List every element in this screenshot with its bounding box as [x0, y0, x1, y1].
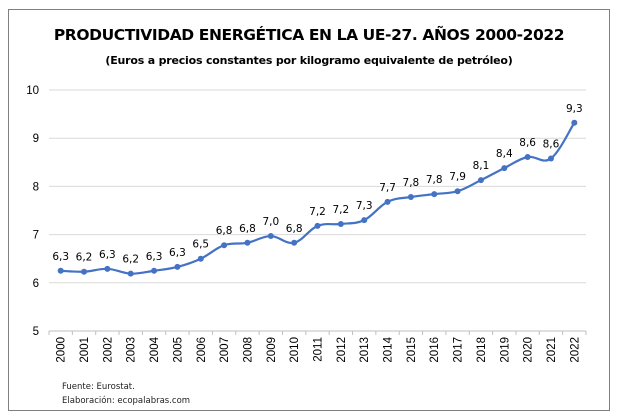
data-point — [174, 263, 181, 270]
data-point — [571, 119, 578, 126]
x-tick-label: 2003 — [126, 337, 138, 363]
data-point — [291, 239, 298, 246]
x-tick-label: 2002 — [102, 337, 114, 363]
y-tick-label: 7 — [33, 230, 39, 242]
x-tick-label: 2021 — [546, 337, 558, 363]
series-line — [60, 122, 576, 275]
x-tick-label: 2020 — [523, 337, 535, 363]
data-label: 8,6 — [519, 137, 536, 149]
x-tick-label: 2013 — [359, 337, 371, 363]
x-tick-label: 2009 — [266, 337, 278, 363]
data-point — [221, 242, 228, 249]
x-tick-label: 2011 — [313, 337, 325, 362]
x-tick-label: 2005 — [172, 337, 184, 363]
x-tick-label: 2022 — [569, 337, 581, 363]
data-label: 7,3 — [356, 200, 373, 212]
x-tick-label: 2018 — [476, 337, 488, 363]
data-point — [361, 217, 368, 224]
data-point — [314, 222, 321, 229]
data-label: 7,2 — [332, 204, 349, 216]
data-label: 6,2 — [76, 252, 93, 264]
data-point — [197, 255, 204, 262]
credit-note: Elaboración: ecopalabras.com — [62, 396, 191, 406]
data-point — [127, 270, 134, 277]
data-point — [151, 267, 158, 274]
y-tick-label: 10 — [26, 85, 39, 97]
data-point — [477, 177, 484, 184]
data-label: 7,7 — [379, 182, 396, 194]
data-point — [104, 265, 111, 272]
source-note: Fuente: Eurostat. — [62, 382, 135, 392]
data-point — [244, 239, 251, 246]
x-tick-label: 2019 — [499, 337, 511, 363]
data-label: 6,3 — [99, 249, 116, 261]
x-tick-label: 2007 — [219, 337, 231, 363]
data-label: 7,9 — [449, 171, 466, 183]
x-tick-label: 2010 — [289, 337, 301, 363]
y-tick-label: 9 — [33, 133, 39, 145]
x-tick-label: 2014 — [383, 336, 395, 362]
x-tick-label: 2015 — [406, 337, 418, 363]
data-point — [337, 220, 344, 227]
data-label: 7,8 — [403, 177, 420, 189]
data-point — [524, 153, 531, 160]
x-tick-label: 2016 — [429, 337, 441, 363]
data-label: 9,3 — [566, 103, 583, 115]
data-point — [57, 267, 64, 274]
x-tick-label: 2004 — [149, 336, 161, 362]
x-tick-label: 2006 — [196, 337, 208, 363]
data-point — [431, 191, 438, 198]
data-point — [547, 155, 554, 162]
y-tick-label: 6 — [33, 278, 39, 290]
x-tick-label: 2008 — [242, 337, 254, 363]
data-point — [81, 268, 88, 275]
data-point — [454, 188, 461, 195]
data-label: 6,3 — [169, 247, 186, 259]
data-label: 6,8 — [239, 223, 256, 235]
data-label: 8,1 — [473, 160, 490, 172]
chart-frame — [8, 9, 610, 411]
x-tick-label: 2000 — [56, 337, 68, 363]
data-label: 6,8 — [216, 225, 233, 237]
chart-subtitle: (Euros a precios constantes por kilogram… — [105, 54, 513, 67]
x-tick-label: 2012 — [336, 337, 348, 363]
x-tick-label: 2017 — [453, 337, 465, 363]
x-tick-label: 2001 — [79, 337, 91, 363]
data-point — [267, 233, 274, 240]
data-label: 8,6 — [543, 138, 560, 150]
chart-title: PRODUCTIVIDAD ENERGÉTICA EN LA UE-27. AÑ… — [53, 26, 565, 44]
y-tick-label: 5 — [33, 326, 39, 338]
data-label: 7,0 — [262, 216, 279, 228]
y-tick-label: 8 — [33, 181, 39, 193]
data-label: 6,8 — [286, 223, 303, 235]
data-point — [407, 194, 414, 201]
data-label: 7,2 — [309, 206, 326, 218]
data-label: 6,2 — [122, 254, 139, 266]
data-label: 8,4 — [496, 148, 513, 160]
data-point — [384, 198, 391, 205]
data-label: 7,8 — [426, 174, 443, 186]
data-label: 6,3 — [52, 251, 69, 263]
data-label: 6,3 — [146, 251, 163, 263]
data-point — [501, 165, 508, 172]
data-label: 6,5 — [192, 239, 209, 251]
